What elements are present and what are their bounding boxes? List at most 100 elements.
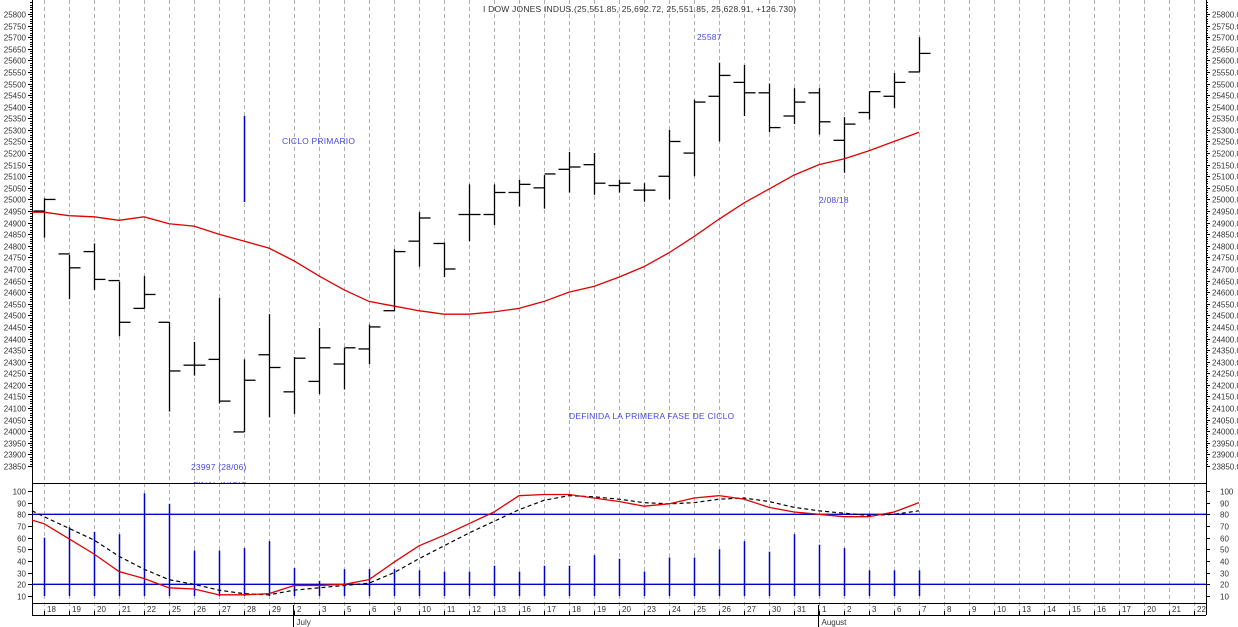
y-tick-right: 24600.0	[1212, 289, 1238, 298]
y-tick-left: 25100	[4, 173, 27, 182]
indicator-panel	[31, 493, 1206, 597]
x-tick-day: 17	[1122, 605, 1131, 614]
x-tick-day: 19	[597, 605, 606, 614]
y-tick-right: 25750.0	[1212, 23, 1238, 32]
y-tick-left: 25450	[4, 92, 27, 101]
y-tick-right: 24900.0	[1212, 220, 1238, 229]
x-tick-day: 20	[97, 605, 106, 614]
x-tick-day: 26	[722, 605, 731, 614]
x-tick-month: August	[822, 618, 848, 627]
moving-average-line	[32, 131, 920, 315]
y-tick-right: 24350.0	[1212, 347, 1238, 356]
ind-tick-right: 90	[1220, 500, 1229, 509]
x-tick-day: 25	[697, 605, 706, 614]
x-tick-day: 14	[1047, 605, 1056, 614]
y-tick-left: 25650	[4, 46, 27, 55]
y-tick-right: 25600.0	[1212, 57, 1238, 66]
y-tick-left: 25500	[4, 81, 27, 90]
ind-tick-left: 20	[17, 581, 26, 590]
x-tick-day: 30	[772, 605, 781, 614]
annotation-ciclo-primario: CICLO PRIMARIO	[282, 136, 356, 146]
ind-tick-left: 50	[17, 546, 26, 555]
ind-tick-right: 70	[1220, 523, 1229, 532]
y-tick-left: 25200	[4, 150, 27, 159]
x-tick-day: 13	[1022, 605, 1031, 614]
y-tick-left: 24150	[4, 393, 27, 402]
y-tick-left: 24600	[4, 289, 27, 298]
x-tick-day: 6	[897, 605, 902, 614]
x-tick-day: 3	[872, 605, 877, 614]
oscillator-line	[31, 493, 920, 596]
ind-tick-right: 50	[1220, 546, 1229, 555]
y-tick-right: 24300.0	[1212, 359, 1238, 368]
ind-tick-right: 60	[1220, 535, 1229, 544]
x-tick-day: 2	[297, 605, 302, 614]
ind-tick-left: 70	[17, 523, 26, 532]
x-tick-day: 8	[947, 605, 952, 614]
y-tick-left: 24250	[4, 370, 27, 379]
x-tick-day: 10	[997, 605, 1006, 614]
annotation-high: 25587	[697, 32, 722, 42]
x-tick-day: 7	[922, 605, 927, 614]
x-tick-day: 31	[797, 605, 806, 614]
x-tick-day: 18	[47, 605, 56, 614]
y-tick-left: 24750	[4, 254, 27, 263]
x-tick-day: 6	[372, 605, 377, 614]
x-tick-day: 24	[672, 605, 681, 614]
ind-tick-left: 90	[17, 500, 26, 509]
y-tick-left: 24550	[4, 301, 27, 310]
y-tick-right: 25300.0	[1212, 127, 1238, 136]
y-tick-left: 25050	[4, 185, 27, 194]
y-tick-left: 25250	[4, 138, 27, 147]
chart-title: I DOW JONES INDUS.(25,551.85, 25,692.72,…	[483, 4, 797, 14]
y-tick-right: 23900.0	[1212, 451, 1238, 460]
y-tick-left: 24500	[4, 312, 27, 321]
y-tick-left: 24200	[4, 382, 27, 391]
x-tick-day: 21	[122, 605, 131, 614]
y-tick-left: 24350	[4, 347, 27, 356]
x-tick-day: 21	[1172, 605, 1181, 614]
y-tick-right: 25250.0	[1212, 138, 1238, 147]
y-tick-left: 24050	[4, 417, 27, 426]
y-tick-right: 24000.0	[1212, 428, 1238, 437]
ind-tick-left: 10	[17, 593, 26, 602]
y-tick-right: 24650.0	[1212, 278, 1238, 287]
y-tick-right: 24050.0	[1212, 417, 1238, 426]
ind-tick-right: 20	[1220, 581, 1229, 590]
y-tick-right: 25700.0	[1212, 34, 1238, 43]
y-tick-left: 24900	[4, 220, 27, 229]
x-tick-day: 20	[622, 605, 631, 614]
y-tick-right: 24100.0	[1212, 405, 1238, 414]
y-tick-right: 25550.0	[1212, 69, 1238, 78]
y-tick-right: 24450.0	[1212, 324, 1238, 333]
y-tick-left: 25300	[4, 127, 27, 136]
x-tick-day: 12	[472, 605, 481, 614]
y-tick-left: 24950	[4, 208, 27, 217]
y-tick-left: 25600	[4, 57, 27, 66]
y-tick-left: 25400	[4, 104, 27, 113]
ind-tick-right: 10	[1220, 593, 1229, 602]
y-tick-right: 25050.0	[1212, 185, 1238, 194]
y-tick-right: 24500.0	[1212, 312, 1238, 321]
y-tick-left: 23900	[4, 451, 27, 460]
x-tick-day: 18	[572, 605, 581, 614]
x-tick-day: 16	[1097, 605, 1106, 614]
x-tick-day: 10	[422, 605, 431, 614]
y-tick-right: 24700.0	[1212, 266, 1238, 275]
x-tick-day: 22	[1197, 605, 1206, 614]
grid-lines	[44, 0, 1195, 615]
x-tick-day: 28	[247, 605, 256, 614]
x-tick-day: 19	[72, 605, 81, 614]
y-tick-right: 24850.0	[1212, 231, 1238, 240]
y-tick-right: 24950.0	[1212, 208, 1238, 217]
annotation-final: FINAL INICIO	[193, 478, 248, 483]
y-tick-right: 24150.0	[1212, 393, 1238, 402]
x-tick-day: 23	[647, 605, 656, 614]
y-tick-right: 25150.0	[1212, 162, 1238, 171]
y-tick-right: 24800.0	[1212, 243, 1238, 252]
y-tick-left: 25550	[4, 69, 27, 78]
y-tick-right: 25500.0	[1212, 81, 1238, 90]
y-tick-left: 24300	[4, 359, 27, 368]
y-tick-left: 23950	[4, 440, 27, 449]
